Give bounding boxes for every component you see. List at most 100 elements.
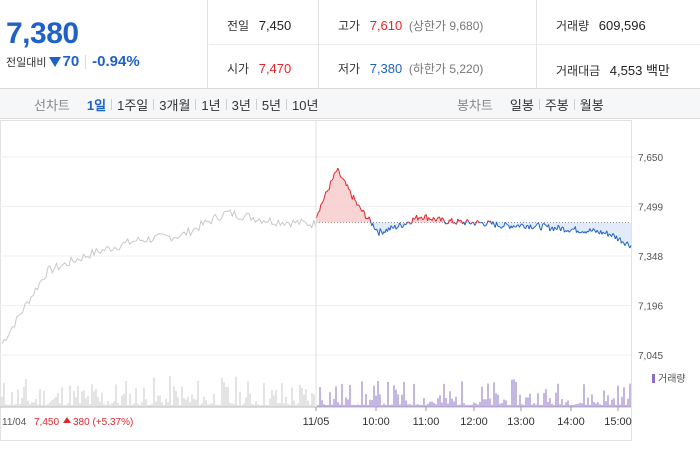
down-segment <box>616 235 619 242</box>
y-tick-label: 7,196 <box>638 302 663 313</box>
x-tick-label: 13:00 <box>507 416 535 428</box>
open-row: 시가 7,470 <box>227 60 291 77</box>
up-segment <box>487 220 490 223</box>
up-segment <box>436 216 439 220</box>
up-segment <box>362 209 365 213</box>
up-segment <box>338 170 341 177</box>
tab-line-2[interactable]: 3개월 <box>159 97 191 113</box>
down-segment <box>565 230 568 232</box>
tab-candle-2[interactable]: 월봉 <box>579 97 604 113</box>
price-chart-svg[interactable]: 7,650 7,499 7,348 7,196 7,045 거래량 11/05 10:00 11… <box>0 120 700 450</box>
open-label: 시가 <box>227 62 250 76</box>
down-segment <box>543 223 546 225</box>
x-tick-label: 15:00 <box>604 416 632 428</box>
down-segment <box>570 229 572 232</box>
down-segment <box>496 221 499 227</box>
change-row: 전일대비 70 -0.94% <box>6 53 140 70</box>
up-segment <box>326 189 329 193</box>
up-segment <box>428 217 431 220</box>
down-segment <box>602 231 605 234</box>
up-segment <box>337 167 340 172</box>
volume-value: 609,596 <box>598 18 646 33</box>
up-segment <box>435 218 438 222</box>
tab-line-0[interactable]: 1일 <box>86 97 107 113</box>
up-segment <box>348 188 351 191</box>
up-segment <box>456 218 459 225</box>
tab-candle-0[interactable]: 일봉 <box>509 97 534 113</box>
down-segment <box>534 224 537 227</box>
up-segment <box>365 217 368 220</box>
x-tick-label: 14:00 <box>557 416 585 428</box>
tab-line-6[interactable]: 10년 <box>292 97 319 113</box>
down-segment <box>389 225 392 231</box>
up-segment <box>440 217 443 222</box>
tab-line-4[interactable]: 3년 <box>231 97 251 113</box>
down-segment <box>405 222 408 226</box>
up-segment <box>407 221 410 224</box>
down-segment <box>503 222 506 227</box>
up-segment <box>347 184 350 190</box>
down-segment <box>507 224 509 226</box>
stat-column-high-low: 고가 7,610 (상한가 9,680) 저가 7,380 (하한가 5,220… <box>320 0 537 89</box>
trade-value-label: 거래대금 <box>556 64 601 78</box>
x-tick-label: 11:00 <box>413 416 440 428</box>
down-segment <box>401 226 404 229</box>
down-segment <box>592 228 596 231</box>
down-segment <box>549 228 552 232</box>
down-segment <box>537 222 540 225</box>
up-segment <box>318 210 320 213</box>
up-segment <box>339 175 342 179</box>
up-segment <box>354 199 357 202</box>
up-segment <box>355 201 358 206</box>
down-segment <box>606 230 609 237</box>
up-segment <box>342 177 345 181</box>
down-segment <box>617 238 620 242</box>
down-segment <box>408 222 411 225</box>
up-segment <box>322 196 325 202</box>
volume-label: 거래량 <box>556 19 590 33</box>
down-segment <box>452 222 455 224</box>
up-segment <box>458 219 461 222</box>
tab-line-3[interactable]: 1년 <box>201 97 221 113</box>
down-segment <box>410 222 412 225</box>
down-segment <box>626 241 630 246</box>
tab-line-5[interactable]: 5년 <box>261 97 282 113</box>
down-segment <box>464 220 467 226</box>
line-chart-tabs: 선차트 1일 1주일 3개월 1년 3년 5년 10년 <box>34 89 323 119</box>
down-segment <box>394 224 397 230</box>
down-segment <box>589 228 592 232</box>
stat-column-prev-open: 전일 7,450 시가 7,470 <box>209 0 319 89</box>
up-segment <box>356 204 359 206</box>
down-segment <box>445 222 448 225</box>
down-segment <box>608 233 611 236</box>
up-segment <box>332 173 335 180</box>
down-segment <box>562 226 565 233</box>
up-area-fill <box>316 168 631 223</box>
down-segment <box>533 226 536 228</box>
down-segment <box>505 223 508 226</box>
tab-separator <box>195 98 197 110</box>
price-chart[interactable]: 7,650 7,499 7,348 7,196 7,045 거래량 11/05 10:00 11… <box>0 120 700 450</box>
tab-line-1[interactable]: 1주일 <box>117 97 149 113</box>
up-segment <box>353 194 356 201</box>
down-segment <box>372 223 375 229</box>
up-segment <box>321 200 324 204</box>
tab-candle-1[interactable]: 주봉 <box>544 97 569 113</box>
high-value: 7,610 <box>369 18 403 33</box>
y-tick-label: 7,650 <box>638 153 663 164</box>
up-segment <box>328 181 331 190</box>
up-segment <box>418 217 421 219</box>
down-segment <box>554 226 557 230</box>
down-segment <box>529 224 533 229</box>
down-segment <box>522 225 525 229</box>
down-segment <box>480 221 483 224</box>
up-segment <box>368 216 371 221</box>
up-segment <box>364 212 367 219</box>
up-segment <box>420 216 424 220</box>
up-segment <box>330 179 333 182</box>
stat-column-volume: 거래량 609,596 거래대금 4,553 백만 <box>538 0 700 89</box>
down-segment <box>525 225 528 229</box>
down-segment <box>515 224 518 228</box>
prev-day-date: 11/04 <box>2 417 27 428</box>
up-segment <box>466 219 470 223</box>
